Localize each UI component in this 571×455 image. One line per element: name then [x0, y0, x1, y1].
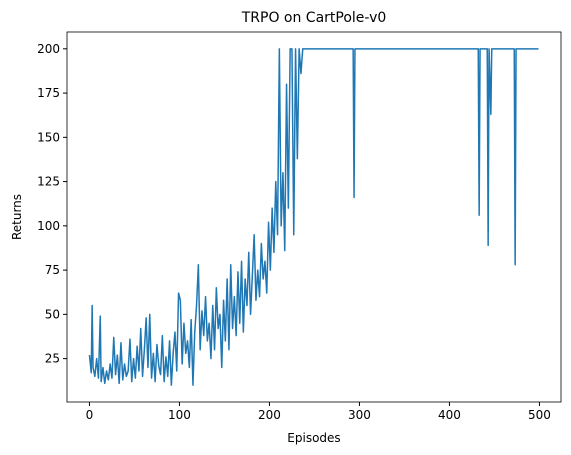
x-tick-label: 500	[528, 408, 551, 422]
y-tick-label: 200	[37, 42, 60, 56]
y-tick-label: 100	[37, 219, 60, 233]
y-tick-label: 150	[37, 130, 60, 144]
y-tick-label: 175	[37, 86, 60, 100]
x-tick-label: 200	[258, 408, 281, 422]
x-tick-label: 300	[348, 408, 371, 422]
y-tick-label: 125	[37, 175, 60, 189]
x-tick-label: 100	[168, 408, 191, 422]
x-tick-label: 0	[86, 408, 94, 422]
x-axis-label: Episodes	[287, 431, 340, 445]
y-tick-label: 75	[45, 263, 60, 277]
plot-frame	[66, 31, 562, 403]
x-tick-label: 400	[438, 408, 461, 422]
y-tick-label: 50	[45, 307, 60, 321]
y-tick-label: 25	[45, 352, 60, 366]
chart-title: TRPO on CartPole-v0	[241, 10, 387, 26]
data-line	[88, 48, 539, 386]
y-axis-label: Returns	[10, 194, 24, 240]
